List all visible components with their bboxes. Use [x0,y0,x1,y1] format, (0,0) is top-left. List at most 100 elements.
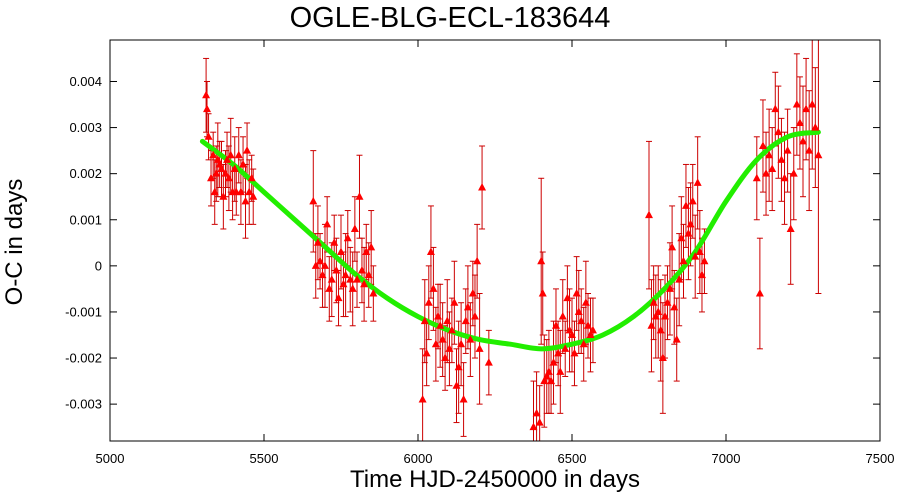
data-point [239,159,248,168]
data-point [535,418,544,426]
data-point [551,321,560,329]
data-point [542,371,551,380]
data-point [323,219,332,228]
data-point [665,284,674,292]
x-tick-label: 7500 [866,451,895,466]
data-point [684,229,693,237]
data-point [424,298,433,306]
data-point [209,150,218,159]
data-point [332,265,341,274]
data-point [422,348,431,357]
data-point [758,141,767,150]
data-point [346,275,355,283]
data-point [466,335,475,343]
data-point [529,422,538,431]
data-point [668,242,677,251]
data-point [337,247,345,256]
data-point [429,284,438,292]
y-tick-label: 0.004 [69,74,102,89]
data-point [420,316,429,325]
plot-frame [109,39,881,442]
data-point [805,146,814,154]
data-point [780,173,789,182]
data-point [661,312,670,320]
y-tick-label: 0 [95,258,102,273]
data-point [814,150,823,159]
data-point [647,321,656,329]
data-point [475,344,484,352]
data-point [544,367,553,375]
data-point [330,238,339,246]
data-point [792,100,801,108]
data-point [313,238,322,246]
data-point [688,196,697,205]
data-point [768,164,777,173]
data-point [357,265,366,274]
data-point [463,302,472,311]
data-point [369,289,378,297]
data-point [752,173,761,182]
data-point [679,256,688,265]
data-point [236,187,245,196]
data-point [802,104,811,113]
data-point [584,321,593,329]
data-point [452,381,461,389]
data-point [532,408,541,417]
data-point [811,123,820,131]
data-point [341,270,350,279]
data-point [672,335,681,343]
data-point [436,321,445,329]
data-point [568,330,576,338]
data-point [783,146,792,154]
data-point [450,298,459,306]
data-point [695,247,704,256]
data-point [327,275,336,283]
data-point [799,136,807,145]
data-point [561,344,570,352]
data-point [234,150,243,159]
data-point [762,169,771,177]
y-tick-label: -0.002 [65,351,102,366]
data-point [224,173,233,182]
data-point [217,164,226,173]
data-point [651,312,660,320]
data-point [681,201,690,209]
data-points-layer [202,90,823,431]
data-point [348,284,357,292]
data-point [343,233,352,242]
data-point [207,173,216,182]
data-point [219,192,228,200]
data-point [318,270,327,279]
data-point [202,90,211,99]
data-point [470,312,479,320]
data-point [677,233,686,242]
data-point [808,100,817,108]
data-point [241,196,250,205]
data-point [588,325,597,334]
data-point [537,256,546,265]
data-point [316,256,325,265]
data-point [556,367,565,375]
data-point [311,261,320,269]
data-point [563,293,572,302]
data-point [558,312,567,320]
data-point [445,344,454,352]
data-point [223,155,232,163]
data-point [771,104,780,113]
data-point [245,187,254,196]
data-point [686,219,695,228]
data-point [765,150,774,159]
x-tick-label: 7000 [712,451,741,466]
data-point [574,307,583,315]
data-point [538,289,547,297]
data-point [658,353,667,362]
y-tick-label: 0.003 [69,120,102,135]
data-point [461,316,470,325]
data-point [649,298,658,306]
data-point [697,270,706,279]
data-point [339,279,348,288]
data-point [249,192,258,200]
x-tick-label: 6000 [404,451,433,466]
y-tick-label: -0.003 [65,397,102,412]
